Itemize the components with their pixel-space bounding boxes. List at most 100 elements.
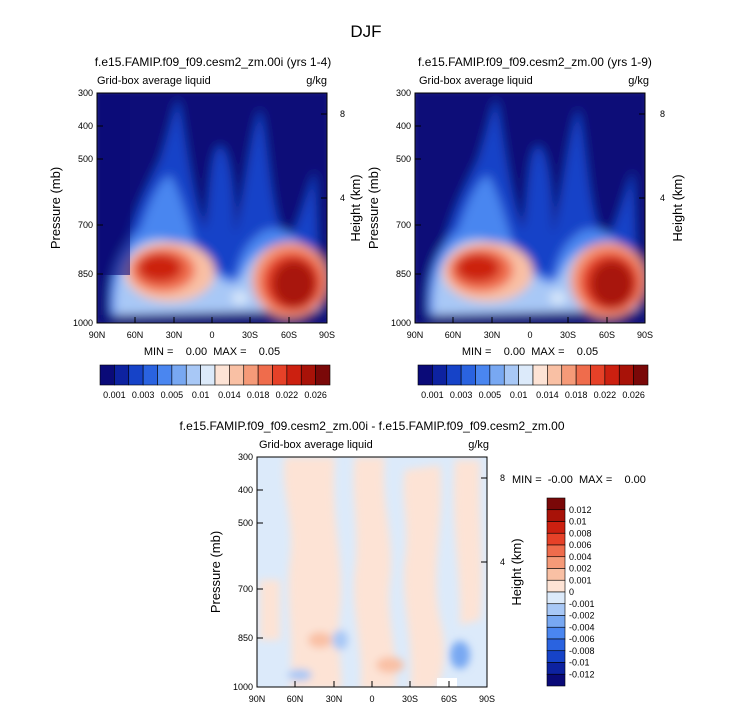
colorbar-swatch: [604, 364, 620, 386]
colorbar-label: 0.001: [103, 390, 126, 400]
colorbar-swatch: [546, 662, 566, 675]
colorbar-label: 0.01: [510, 390, 528, 400]
x-tick-label: 0: [209, 330, 214, 340]
colorbar-swatch: [546, 591, 566, 605]
colorbar-label: -0.001: [569, 599, 595, 609]
x-axis: 90N 60N 30N 0 30S 60S 90S: [89, 317, 335, 340]
x-tick-label: 0: [369, 694, 374, 704]
colorbar-swatch: [546, 556, 566, 569]
panel-title: f.e15.FAMIP.f09_f09.cesm2_zm.00i - f.e15…: [179, 419, 564, 433]
y-tick-label: 700: [238, 584, 253, 594]
colorbar-swatch: [475, 364, 491, 386]
y-axis: 300 400 500 700 850 1000: [73, 88, 103, 328]
colorbar-swatch: [114, 364, 130, 386]
heatmap-field: [97, 93, 327, 323]
colorbar-label: -0.004: [569, 622, 595, 632]
y-tick-label: 300: [238, 452, 253, 462]
panel-top-left: f.e15.FAMIP.f09_f09.cesm2_zm.00i (yrs 1-…: [48, 55, 363, 358]
min-max-label: MIN = 0.00 MAX = 0.05: [462, 346, 598, 358]
colorbar-swatch: [300, 364, 316, 386]
colorbar-swatch: [272, 364, 288, 386]
y-tick-label: 850: [238, 633, 253, 643]
x-tick-label: 60S: [281, 330, 297, 340]
colorbar-swatch: [503, 364, 519, 386]
panel-left-string: Grid-box average liquid: [259, 439, 373, 451]
colorbar-swatch: [214, 364, 230, 386]
colorbar-swatch: [157, 364, 173, 386]
y-tick-label: 500: [238, 518, 253, 528]
colorbar-swatch: [185, 364, 201, 386]
panel-title: f.e15.FAMIP.f09_f09.cesm2_zm.00 (yrs 1-9…: [418, 55, 652, 69]
colorbar-label: -0.002: [569, 611, 595, 621]
colorbar-label: 0.022: [276, 390, 299, 400]
colorbar-swatch: [128, 364, 144, 386]
colorbar-label: -0.012: [569, 669, 595, 679]
y-tick-label: 300: [78, 88, 93, 98]
colorbar-label: 0.018: [247, 390, 270, 400]
y2-tick-label: 4: [500, 557, 505, 567]
colorbar-swatch: [546, 650, 566, 663]
y-axis: 300 400 500 700 850 1000: [391, 88, 421, 328]
panel-left-string: Grid-box average liquid: [419, 75, 533, 87]
colorbar-swatch: [546, 673, 566, 687]
colorbar-label: 0.005: [161, 390, 184, 400]
colorbar-swatch: [575, 364, 591, 386]
x-tick-label: 30S: [560, 330, 576, 340]
x-axis: 90N 60N 30N 0 30S 60S 90S: [249, 681, 495, 704]
x-tick-label: 0: [527, 330, 532, 340]
heatmap-field: [415, 93, 645, 323]
colorbar-swatch: [546, 638, 566, 652]
colorbar-swatch: [171, 364, 187, 386]
y-axis: 300 400 500 700 850 1000: [233, 452, 263, 692]
colorbar-swatch: [546, 603, 566, 616]
colorbar-label: 0.001: [421, 390, 444, 400]
y-axis-label: Pressure (mb): [366, 167, 381, 249]
y-tick-label: 1000: [233, 682, 253, 692]
colorbar-swatch: [243, 364, 259, 386]
x-tick-label: 60N: [445, 330, 462, 340]
colorbar-label: 0.002: [569, 564, 592, 574]
colorbar-swatch: [286, 364, 302, 386]
colorbar-swatch: [546, 626, 566, 640]
colorbar-swatch: [590, 364, 606, 386]
colorbar-swatch: [142, 364, 158, 386]
y2-tick-label: 8: [500, 473, 505, 483]
colorbar-label: 0.026: [622, 390, 645, 400]
colorbar-label: 0.003: [450, 390, 473, 400]
colorbar-label: -0.008: [569, 646, 595, 656]
y-tick-label: 500: [78, 154, 93, 164]
y-tick-label: 850: [396, 269, 411, 279]
colorbar-top-left: 0.001 0.003 0.005 0.01 0.014 0.018 0.022 0.026: [99, 364, 331, 400]
y-tick-label: 400: [238, 485, 253, 495]
x-tick-label: 90N: [249, 694, 266, 704]
colorbar-label: 0.006: [569, 540, 592, 550]
colorbar-swatch: [546, 579, 566, 593]
x-tick-label: 90N: [407, 330, 424, 340]
colorbar-swatch: [546, 497, 566, 511]
colorbar-swatch: [546, 509, 566, 522]
panel-right-string: g/kg: [306, 75, 327, 87]
colorbar-swatch: [315, 364, 331, 386]
colorbar-swatch: [257, 364, 273, 386]
panel-left-string: Grid-box average liquid: [97, 75, 211, 87]
colorbar-swatch: [547, 364, 563, 386]
y-tick-label: 400: [396, 121, 411, 131]
colorbar-swatch: [532, 364, 548, 386]
x-tick-label: 90S: [319, 330, 335, 340]
panel-right-string: g/kg: [628, 75, 649, 87]
colorbar-label: 0.01: [192, 390, 210, 400]
panel-top-right: f.e15.FAMIP.f09_f09.cesm2_zm.00 (yrs 1-9…: [366, 55, 685, 358]
colorbar-label: 0.01: [569, 517, 587, 527]
y-axis-label: Pressure (mb): [208, 531, 223, 613]
y2-axis-label: Height (km): [670, 174, 685, 241]
colorbar-label: 0.018: [565, 390, 588, 400]
y2-tick-label: 8: [660, 109, 665, 119]
colorbar-label: 0.005: [479, 390, 502, 400]
x-axis: 90N 60N 30N 0 30S 60S 90S: [407, 317, 653, 340]
colorbar-label: -0.006: [569, 634, 595, 644]
x-tick-label: 60S: [441, 694, 457, 704]
colorbar-swatch: [229, 364, 245, 386]
colorbar-label: 0.012: [569, 505, 592, 515]
